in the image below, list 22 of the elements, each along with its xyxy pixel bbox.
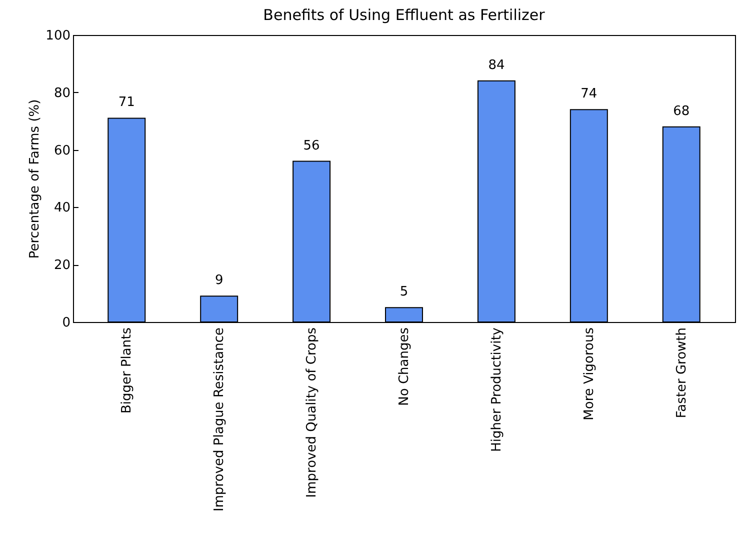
y-tick-label: 40 bbox=[54, 200, 70, 216]
data-label: 68 bbox=[673, 104, 690, 119]
y-tick-label: 60 bbox=[54, 143, 70, 158]
x-tick-label: More Vigorous bbox=[582, 327, 597, 420]
data-label: 84 bbox=[488, 58, 505, 73]
chart-title: Benefits of Using Effluent as Fertilizer bbox=[263, 6, 546, 24]
y-tick-label: 80 bbox=[54, 86, 70, 101]
data-label: 9 bbox=[214, 273, 224, 288]
x-tick-label: Bigger Plants bbox=[120, 327, 135, 414]
data-label: 56 bbox=[303, 138, 320, 154]
y-axis-title: Percentage of Farms (%) bbox=[28, 99, 43, 259]
y-tick-label: 20 bbox=[54, 258, 70, 274]
x-tick-label: Higher Productivity bbox=[489, 327, 504, 452]
x-tick-label: Improved Plague Resistance bbox=[212, 328, 228, 512]
data-label: 71 bbox=[118, 95, 135, 110]
x-tick-label: No Changes bbox=[397, 327, 412, 406]
data-label: 74 bbox=[580, 86, 598, 102]
x-tick-label: Faster Growth bbox=[674, 328, 690, 418]
x-tick-label: Improved Quality of Crops bbox=[304, 327, 320, 498]
data-label: 5 bbox=[400, 284, 408, 300]
y-tick-label: 100 bbox=[46, 28, 70, 44]
y-tick-label: 0 bbox=[62, 316, 70, 330]
